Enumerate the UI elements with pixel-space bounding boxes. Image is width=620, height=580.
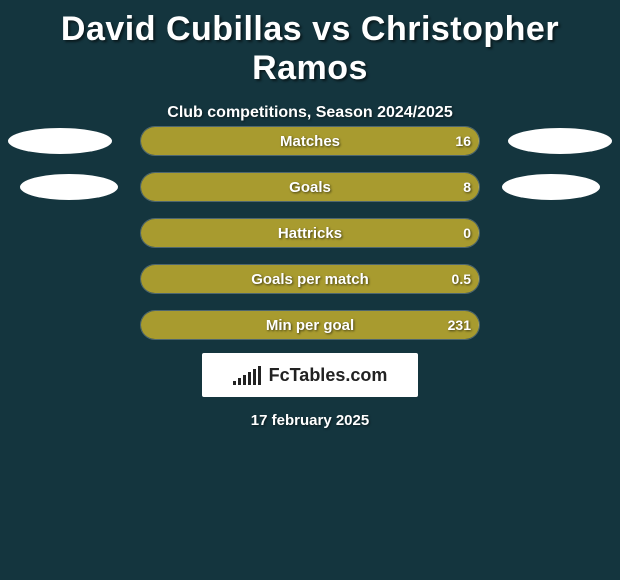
placeholder-oval-right bbox=[502, 174, 600, 200]
bar-label: Goals bbox=[141, 173, 479, 201]
bar-label: Min per goal bbox=[141, 311, 479, 339]
stat-rows-container: Matches16 Goals8 Hattricks0 Goals per match… bbox=[0, 118, 620, 348]
stat-row: Goals per match0.5 bbox=[0, 256, 620, 302]
bar-track: Min per goal231 bbox=[140, 310, 480, 340]
stat-row: Min per goal231 bbox=[0, 302, 620, 348]
placeholder-oval-left bbox=[8, 128, 112, 154]
date-text: 17 february 2025 bbox=[0, 412, 620, 429]
bar-value-right: 231 bbox=[448, 311, 471, 339]
logo-text: FcTables.com bbox=[269, 365, 388, 386]
bar-label: Goals per match bbox=[141, 265, 479, 293]
bar-track: Matches16 bbox=[140, 126, 480, 156]
bar-track: Goals per match0.5 bbox=[140, 264, 480, 294]
placeholder-oval-right bbox=[508, 128, 612, 154]
bar-value-right: 0.5 bbox=[452, 265, 471, 293]
bar-value-right: 8 bbox=[463, 173, 471, 201]
bar-track: Hattricks0 bbox=[140, 218, 480, 248]
logo-bars-icon bbox=[233, 366, 263, 385]
bar-value-right: 0 bbox=[463, 219, 471, 247]
placeholder-oval-left bbox=[20, 174, 118, 200]
bar-track: Goals8 bbox=[140, 172, 480, 202]
stat-row: Hattricks0 bbox=[0, 210, 620, 256]
bar-label: Hattricks bbox=[141, 219, 479, 247]
bar-label: Matches bbox=[141, 127, 479, 155]
stat-row: Goals8 bbox=[0, 164, 620, 210]
logo-box: FcTables.com bbox=[202, 353, 418, 397]
bar-value-right: 16 bbox=[455, 127, 471, 155]
page-title: David Cubillas vs Christopher Ramos bbox=[0, 0, 620, 88]
stat-row: Matches16 bbox=[0, 118, 620, 164]
